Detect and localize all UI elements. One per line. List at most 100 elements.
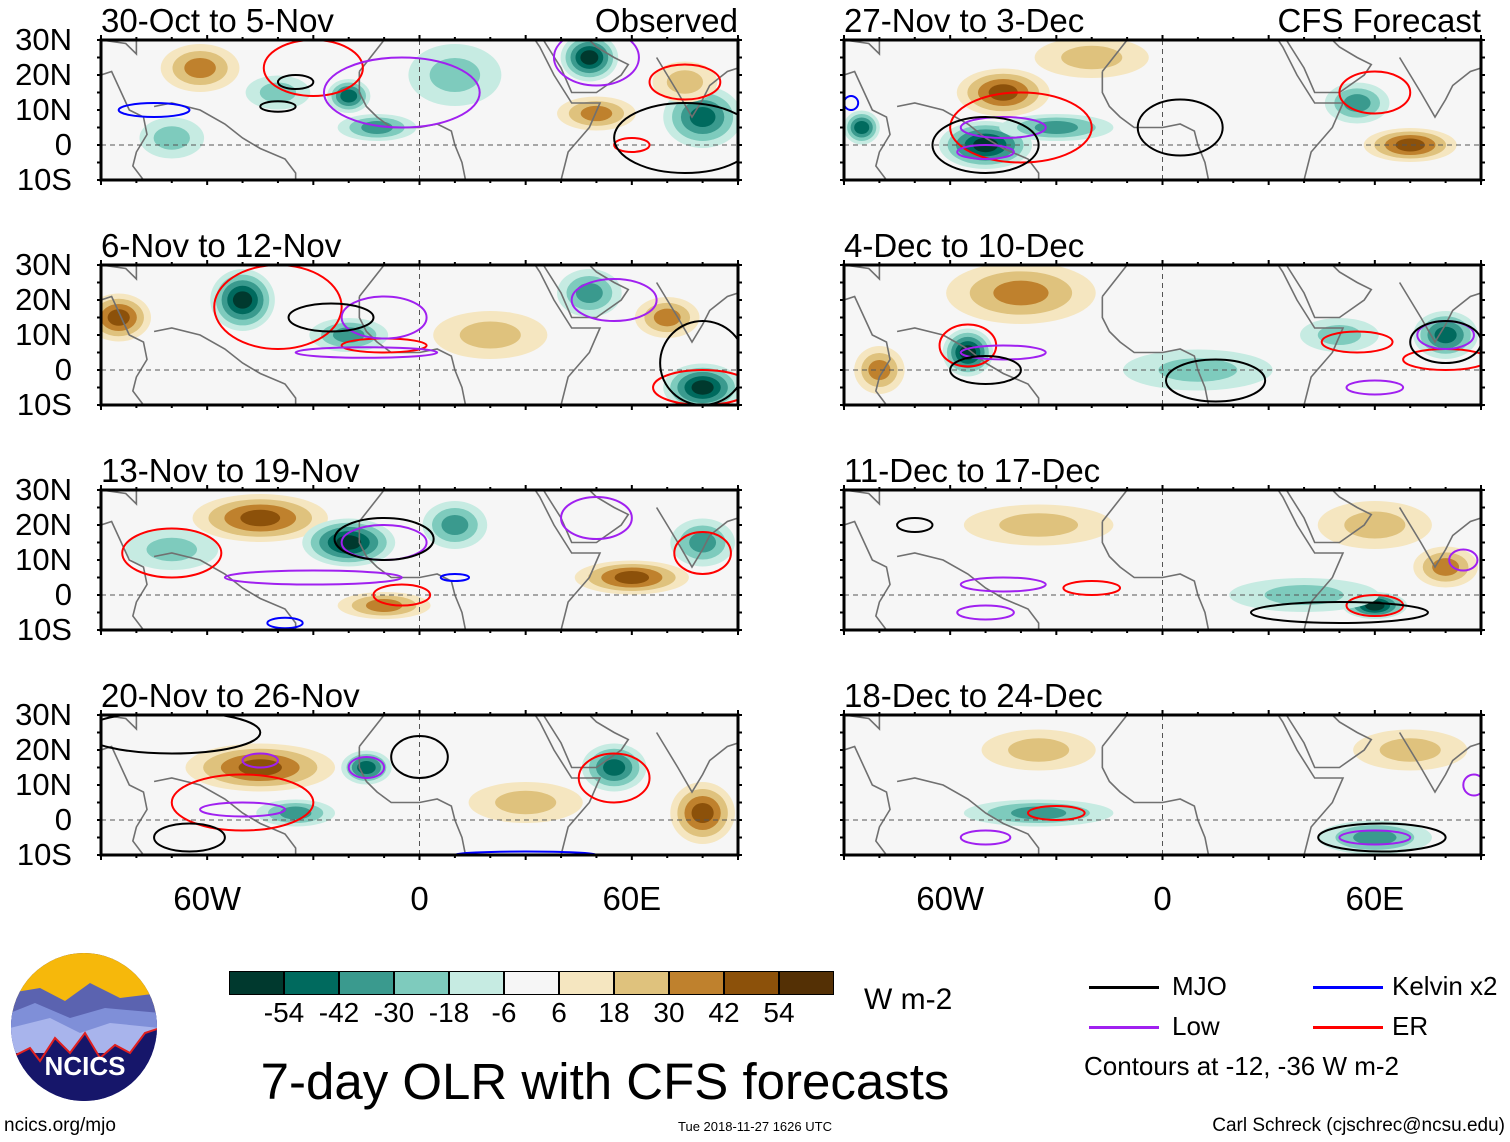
olr-anomaly-area	[184, 58, 216, 78]
coastline	[101, 70, 148, 180]
colorbar-swatch	[394, 971, 449, 995]
kelvin-contour	[266, 616, 304, 630]
lat-label: 0	[54, 802, 72, 837]
map-panel	[840, 710, 1485, 860]
coastline	[655, 507, 738, 569]
lat-label: 30N	[15, 22, 72, 57]
lat-label: 10N	[15, 542, 72, 577]
coastline	[1197, 715, 1345, 855]
olr-anomaly-area	[340, 89, 358, 103]
coastline	[542, 265, 630, 319]
lat-label: 10S	[16, 387, 72, 422]
coastline	[1101, 265, 1128, 297]
lon-label: 60W	[173, 880, 242, 917]
er-contour	[673, 531, 732, 575]
coastline	[358, 715, 385, 747]
colorbar-tick-label: 6	[551, 997, 567, 1028]
colorbar-swatch	[229, 971, 284, 995]
coastline	[358, 521, 467, 630]
coastline	[844, 715, 881, 731]
figure-title: 7-day OLR with CFS forecasts	[260, 1053, 950, 1110]
mjo-contour	[931, 116, 1040, 174]
er-contour	[648, 63, 722, 101]
colorbar-swatch	[339, 971, 394, 995]
coastline	[1197, 265, 1345, 405]
legend-label: Kelvin x2	[1392, 971, 1498, 1001]
panel-title: 30-Oct to 5-Nov	[101, 2, 334, 39]
olr-anomaly-area	[1395, 138, 1425, 152]
colorbar-swatch	[779, 971, 834, 995]
olr-anomaly-area	[1061, 45, 1123, 70]
coastline	[1285, 265, 1373, 319]
coastline	[358, 265, 385, 297]
lat-label: 20N	[15, 282, 72, 317]
colorbar-tick-label: -30	[373, 997, 415, 1028]
olr-anomaly-area	[107, 309, 130, 326]
coastline	[655, 282, 738, 344]
mjo-contour	[949, 355, 1022, 385]
er-contour	[1320, 330, 1394, 354]
olr-anomaly-area	[1343, 94, 1371, 112]
coastline	[1285, 40, 1373, 94]
mjo-contour	[1249, 601, 1429, 624]
footer-author: Carl Schreck (cjschrec@ncsu.edu)	[1212, 1115, 1505, 1136]
olr-anomaly-area	[459, 321, 521, 349]
olr-anomaly-area	[1344, 511, 1406, 539]
mjo-contour	[1165, 358, 1267, 403]
colorbar-tick-label: -6	[491, 997, 517, 1028]
legend-line-er	[1313, 1026, 1383, 1029]
coastline	[454, 490, 602, 630]
er-contour	[262, 40, 364, 97]
kelvin-contour	[117, 102, 191, 118]
olr-anomaly-area	[1434, 326, 1457, 344]
legend-label: MJO	[1172, 971, 1227, 1001]
footer-url[interactable]: ncics.org/mjo	[4, 1115, 116, 1136]
coastline	[542, 715, 630, 769]
coastline	[358, 746, 467, 855]
kelvin-contour	[439, 573, 471, 582]
er-contour	[1338, 70, 1412, 115]
lon-label: 0	[1153, 880, 1172, 917]
lat-label: 0	[54, 352, 72, 387]
coastline	[896, 777, 1040, 855]
colorbar-swatch	[504, 971, 559, 995]
coastline	[101, 265, 138, 281]
panel-title: 4-Dec to 10-Dec	[844, 227, 1085, 264]
footer-timestamp: Tue 2018-11-27 1626 UTC	[678, 1119, 832, 1134]
map-panel	[97, 35, 742, 185]
lat-label: 20N	[15, 732, 72, 767]
lat-label: 0	[54, 577, 72, 612]
er-contour	[949, 91, 1093, 164]
coastline	[844, 490, 881, 506]
olr-anomaly-area	[1432, 558, 1460, 576]
mjo-contour	[101, 715, 262, 755]
colorbar-swatch	[449, 971, 504, 995]
coastline	[101, 745, 148, 855]
mjo-contour	[390, 735, 449, 779]
lon-label: 60W	[916, 880, 985, 917]
low-contour	[1345, 379, 1405, 396]
olr-anomaly-area	[429, 58, 481, 92]
low-contour	[560, 496, 633, 540]
er-contour	[372, 583, 432, 607]
coastline	[454, 715, 602, 855]
lon-label: 0	[410, 880, 429, 917]
olr-anomaly-area	[868, 360, 891, 380]
er-contour	[1062, 580, 1122, 596]
olr-anomaly-area	[854, 121, 870, 134]
olr-anomaly-area	[365, 599, 403, 612]
coastline	[1398, 507, 1481, 569]
map-panel	[840, 260, 1485, 410]
coastline	[101, 40, 138, 56]
mjo-contour	[153, 822, 226, 853]
mjo-contour	[333, 517, 435, 561]
olr-anomaly-area	[614, 571, 650, 584]
panel-label: CFS Forecast	[1277, 2, 1481, 39]
colorbar-tick-label: -18	[428, 997, 470, 1028]
colorbar-tick-label: 54	[763, 997, 795, 1028]
legend-label: ER	[1392, 1011, 1429, 1041]
panel-title: 11-Dec to 17-Dec	[844, 452, 1101, 489]
coastline	[1398, 732, 1481, 794]
ncics-logo: NCICS	[11, 953, 157, 1101]
lat-label: 10N	[15, 767, 72, 802]
